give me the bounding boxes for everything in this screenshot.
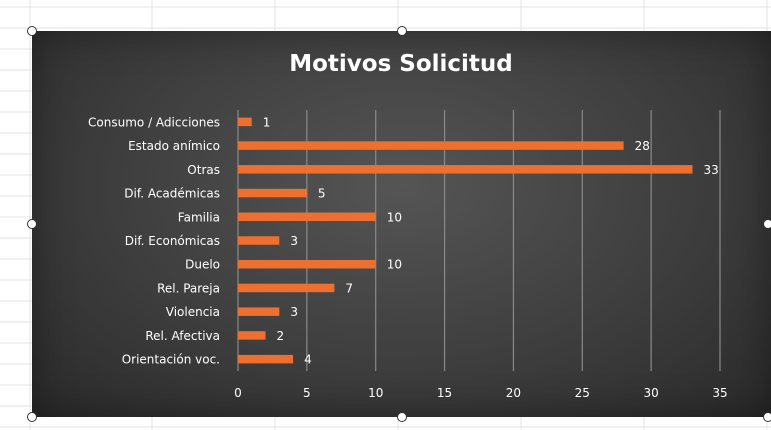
resize-handle-top-middle[interactable]	[397, 26, 407, 36]
x-tick-label: 5	[303, 386, 311, 400]
bar	[238, 283, 335, 293]
x-tick-label: 20	[506, 386, 521, 400]
data-label: 28	[635, 139, 650, 153]
x-tick-label: 0	[234, 386, 242, 400]
bars	[238, 117, 693, 364]
category-label: Otras	[187, 163, 220, 177]
x-tick-label: 25	[575, 386, 590, 400]
resize-handle-bottom-right[interactable]	[763, 412, 771, 422]
x-tick-label: 35	[712, 386, 727, 400]
resize-handle-middle-left[interactable]	[27, 219, 37, 229]
bar-chart: Motivos Solicitud Consumo / Adicciones Es…	[88, 51, 728, 400]
category-labels: Consumo / Adicciones Estado anímico Otras D…	[88, 115, 220, 366]
category-label: Estado anímico	[128, 139, 220, 153]
resize-handle-bottom-middle[interactable]	[397, 412, 407, 422]
bar	[238, 117, 252, 127]
bar	[238, 259, 376, 269]
bar	[238, 236, 280, 245]
category-label: Familia	[178, 210, 220, 224]
chart-title: Motivos Solicitud	[289, 51, 513, 77]
resize-handle-bottom-left[interactable]	[27, 412, 37, 422]
bar	[238, 307, 280, 316]
bar	[238, 165, 693, 174]
data-label: 7	[345, 281, 353, 295]
category-label: Dif. Económicas	[125, 234, 220, 248]
category-label: Duelo	[185, 258, 220, 272]
data-label: 3	[290, 234, 298, 248]
category-label: Orientación voc.	[122, 353, 220, 367]
data-label: 33	[703, 163, 718, 177]
data-label: 10	[387, 210, 402, 224]
bar	[238, 331, 266, 340]
data-label: 4	[304, 353, 312, 367]
bar	[238, 141, 624, 150]
data-label: 1	[263, 115, 271, 129]
resize-handle-middle-right[interactable]	[763, 219, 771, 229]
bar	[238, 188, 307, 198]
bar	[238, 212, 376, 222]
x-tick-label: 15	[437, 386, 452, 400]
x-tick-label: 10	[368, 386, 383, 400]
x-tick-label: 30	[644, 386, 659, 400]
category-label: Rel. Afectiva	[145, 329, 220, 343]
category-label: Dif. Académicas	[124, 187, 220, 201]
chart-area[interactable]: Motivos Solicitud Consumo / Adicciones Es…	[32, 31, 771, 417]
resize-handle-top-left[interactable]	[27, 26, 37, 36]
category-label: Violencia	[166, 305, 220, 319]
data-label: 5	[318, 187, 326, 201]
data-label: 10	[387, 258, 402, 272]
bar	[238, 354, 294, 364]
category-label: Rel. Pareja	[157, 281, 220, 295]
data-label: 3	[290, 305, 298, 319]
data-label: 2	[277, 329, 285, 343]
x-axis-tick-labels: 0 5 10 15 20 25 30 35	[234, 386, 727, 400]
category-label: Consumo / Adicciones	[88, 115, 220, 129]
